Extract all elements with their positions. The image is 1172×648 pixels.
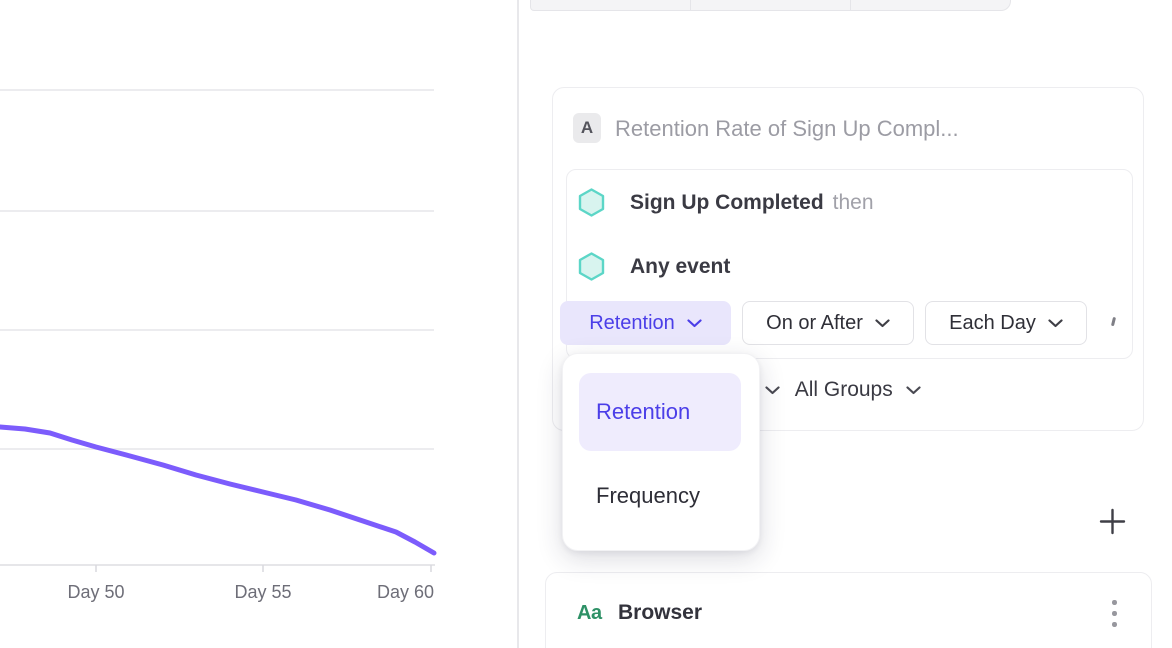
hexagon-event-icon — [578, 188, 605, 217]
retention-line-chart: Day 50 Day 55 Day 60 — [0, 89, 437, 602]
plus-icon — [1099, 508, 1125, 534]
metric-tabs-partial[interactable] — [530, 0, 1011, 11]
chevron-down-icon — [906, 386, 921, 395]
menu-option-retention[interactable]: Retention — [579, 373, 741, 451]
mode-dropdown-button[interactable]: Retention — [560, 301, 731, 345]
tab-segment-1[interactable] — [531, 0, 690, 10]
breakdown-card[interactable] — [545, 572, 1152, 648]
tab-segment-3[interactable] — [850, 0, 1010, 10]
metric-title-field[interactable]: Retention Rate of Sign Up Compl... — [615, 116, 959, 141]
kebab-menu-icon[interactable] — [1105, 596, 1123, 630]
add-metric-button[interactable] — [1096, 505, 1128, 537]
all-groups-dropdown[interactable]: All Groups — [794, 378, 893, 401]
mode-dropdown-menu: Retention Frequency — [562, 353, 760, 551]
event-suffix: then — [832, 191, 874, 214]
dropdown-label: Retention — [589, 311, 675, 334]
series-badge: A — [573, 113, 601, 143]
chevron-down-icon — [875, 318, 890, 327]
event-row-second[interactable]: Any event — [630, 253, 739, 280]
on-or-after-dropdown-button[interactable]: On or After — [742, 301, 914, 345]
svg-text:Day 50: Day 50 — [67, 582, 124, 602]
panel-divider — [517, 0, 519, 648]
svg-text:Day 60: Day 60 — [377, 582, 434, 602]
chevron-down-icon — [1048, 318, 1063, 327]
event-name: Sign Up Completed — [630, 191, 824, 214]
breakdown-property-label[interactable]: Browser — [618, 601, 703, 624]
string-property-icon: Aa — [577, 602, 602, 624]
chevron-down-icon — [765, 386, 780, 395]
menu-option-frequency[interactable]: Frequency — [596, 483, 700, 508]
hexagon-event-icon — [578, 252, 605, 281]
dropdown-label: Each Day — [949, 311, 1036, 334]
interval-dropdown-button[interactable]: Each Day — [925, 301, 1087, 345]
event-name: Any event — [630, 255, 731, 278]
tab-segment-2[interactable] — [690, 0, 850, 10]
secondary-controls-row: e All Groups — [740, 376, 921, 403]
event-row-first[interactable]: Sign Up Completed then — [630, 189, 874, 216]
dropdown-label: On or After — [766, 311, 863, 334]
svg-text:Day 55: Day 55 — [234, 582, 291, 602]
chevron-down-icon — [687, 318, 702, 327]
